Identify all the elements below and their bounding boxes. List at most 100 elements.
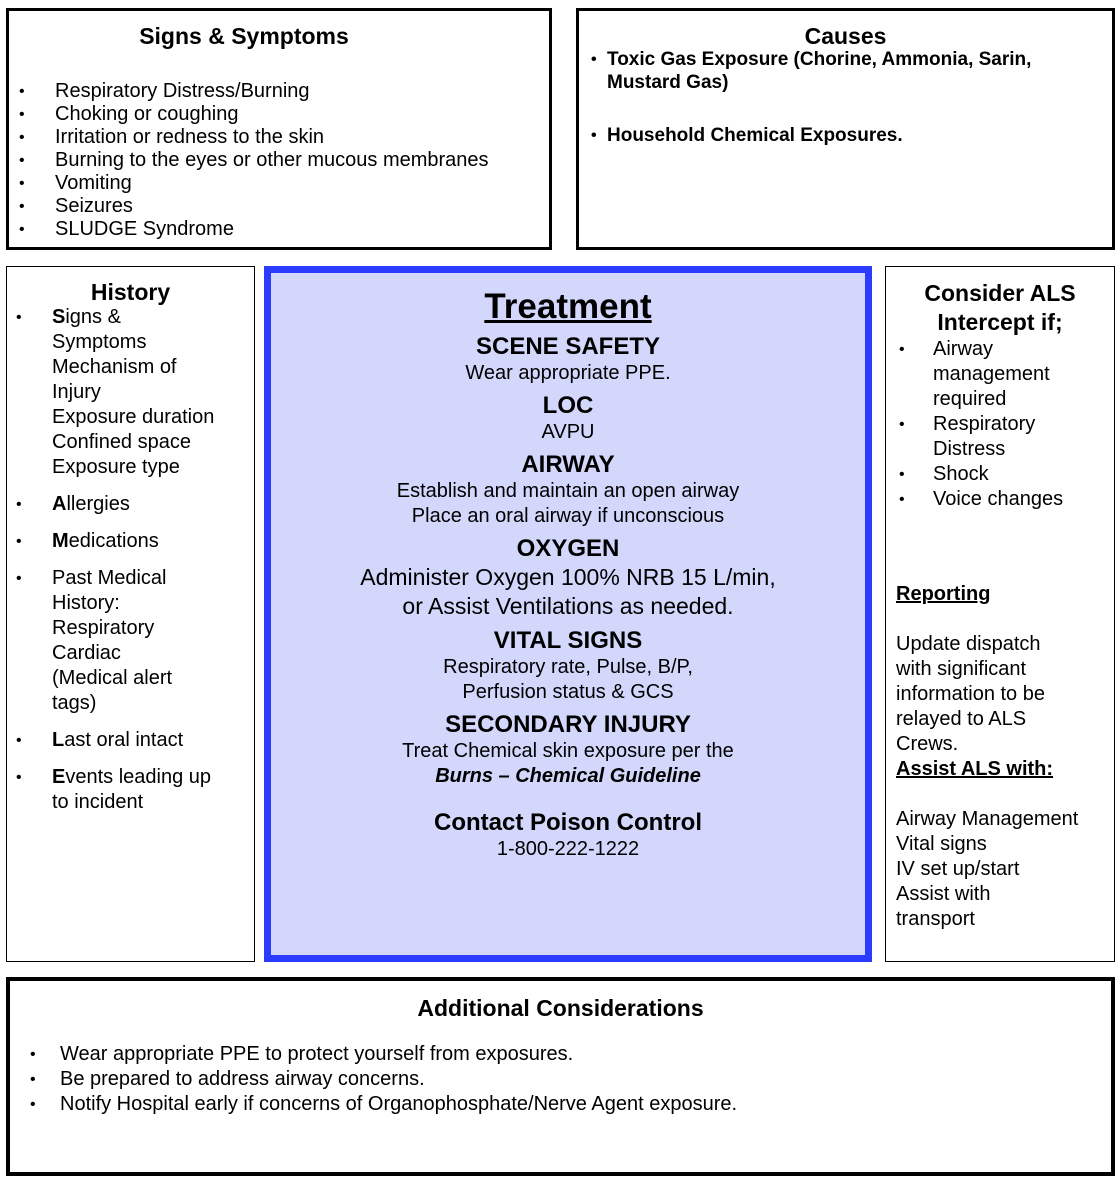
bullet-icon: • [16, 309, 22, 326]
section-heading: OXYGEN [516, 535, 620, 562]
bullet-icon: • [591, 51, 597, 68]
list-item-text: Vomiting [55, 172, 132, 194]
treatment-section: VITAL SIGNS Respiratory rate, Pulse, B/P,… [271, 627, 865, 705]
bullet-icon: • [16, 533, 22, 550]
list-item: • Vomiting [19, 172, 489, 195]
history-text: edications [68, 530, 159, 552]
history-item: • Medications [16, 529, 214, 554]
section-heading: SECONDARY INJURY [445, 711, 691, 738]
history-initial: S [52, 306, 66, 328]
additional-list: • Wear appropriate PPE to protect yoursel… [30, 1042, 738, 1117]
signs-list: • Respiratory Distress/Burning • Choking or… [19, 80, 489, 241]
list-item-text: Respiratory Distress/Burning [55, 80, 310, 102]
section-heading: VITAL SIGNS [493, 627, 643, 654]
section-text: Administer Oxygen 100% NRB 15 L/min, or … [360, 564, 776, 619]
list-item-text: Shock [933, 463, 989, 485]
list-item-text: Notify Hospital early if concerns of Org… [60, 1093, 738, 1115]
bullet-icon: • [30, 1096, 36, 1113]
causes-list: • Toxic Gas Exposure (Chorine, Ammonia, S… [591, 48, 1032, 177]
bullet-icon: • [899, 491, 905, 508]
list-item-text: Be prepared to address airway concerns. [60, 1068, 425, 1090]
bullet-icon: • [16, 732, 22, 749]
bullet-icon: • [19, 83, 25, 100]
assist-heading: Assist ALS with: [896, 758, 1054, 780]
reporting-heading: Reporting [896, 583, 991, 605]
history-initial: M [52, 530, 69, 552]
history-text: vents leading up to incident [52, 766, 212, 813]
list-item: • Airway management required [899, 337, 1114, 412]
additional-title: Additional Considerations [417, 995, 704, 1021]
treatment-section: OXYGEN Administer Oxygen 100% NRB 15 L/mi… [271, 535, 865, 621]
reporting-block: Reporting Update dispatch with significa… [896, 557, 1045, 782]
bullet-icon: • [19, 129, 25, 146]
bullet-icon: • [16, 570, 22, 587]
treatment-section: SCENE SAFETY Wear appropriate PPE. [271, 333, 865, 386]
list-item-text: Seizures [55, 195, 133, 217]
history-title: History [90, 279, 171, 305]
reporting-text: Update dispatch with significant informa… [896, 633, 1045, 755]
list-item: • Voice changes [899, 487, 1114, 512]
list-item: • Respiratory Distress/Burning [19, 80, 489, 103]
list-item: • Toxic Gas Exposure (Chorine, Ammonia, S… [591, 48, 1032, 94]
bullet-icon: • [899, 416, 905, 433]
history-list: • Signs & Symptoms Mechanism of Injury Ex… [16, 305, 215, 815]
signs-title: Signs & Symptoms [139, 23, 349, 49]
list-item: • Seizures [19, 195, 489, 218]
list-item-text: Choking or coughing [55, 103, 239, 125]
list-item: • Burning to the eyes or other mucous mem… [19, 149, 489, 172]
history-initial: L [52, 729, 65, 751]
list-item-text: Respiratory Distress [933, 413, 1036, 460]
list-item-text: Toxic Gas Exposure (Chorine, Ammonia, Sa… [607, 49, 1032, 93]
list-item-text: Irritation or redness to the skin [55, 126, 325, 148]
history-text: llergies [66, 493, 130, 515]
assist-text: Airway Management Vital signs IV set up/… [896, 808, 1079, 930]
history-item: • Events leading up to incident [16, 765, 214, 815]
causes-title: Causes [804, 23, 887, 49]
list-item-text: Voice changes [933, 488, 1064, 510]
bullet-icon: • [16, 769, 22, 786]
list-item-text: Burning to the eyes or other mucous memb… [55, 149, 489, 171]
list-item: • Notify Hospital early if concerns of O… [30, 1092, 738, 1117]
treatment-title: Treatment [484, 287, 652, 326]
treatment-section: LOC AVPU [271, 392, 865, 445]
section-text: Respiratory rate, Pulse, B/P, Perfusion … [443, 656, 693, 703]
section-heading: AIRWAY [521, 451, 615, 478]
section-text: Wear appropriate PPE. [465, 362, 671, 384]
history-box: History • Signs & Symptoms Mechanism of I… [6, 266, 255, 962]
list-item: • Irritation or redness to the skin [19, 126, 489, 149]
als-list: • Airway management required • Respiratory … [899, 337, 1114, 512]
list-item: • Choking or coughing [19, 103, 489, 126]
list-item: • Shock [899, 462, 1114, 487]
section-heading: Contact Poison Control [434, 809, 702, 836]
list-item-text: SLUDGE Syndrome [55, 218, 234, 240]
section-text: Establish and maintain an open airway Pl… [396, 480, 740, 527]
list-item: • SLUDGE Syndrome [19, 218, 489, 241]
list-item: • Wear appropriate PPE to protect yoursel… [30, 1042, 737, 1067]
section-heading: LOC [542, 392, 594, 419]
list-item: • Be prepared to address airway concerns. [30, 1067, 737, 1092]
section-text: Treat Chemical skin exposure per the [402, 740, 734, 762]
section-text: AVPU [541, 421, 595, 443]
history-text: Past Medical History: Respiratory Cardia… [52, 567, 173, 714]
bullet-icon: • [30, 1046, 36, 1063]
history-text: ast oral intact [64, 729, 184, 751]
history-item: • Allergies [16, 492, 214, 517]
treatment-section: AIRWAY Establish and maintain an open air… [271, 451, 865, 529]
bullet-icon: • [30, 1071, 36, 1088]
signs-symptoms-box: Signs & Symptoms • Respiratory Distress/B… [6, 8, 552, 250]
list-item: • Household Chemical Exposures. [591, 124, 1031, 147]
list-item-text: Household Chemical Exposures. [607, 125, 903, 146]
list-item-text: Wear appropriate PPE to protect yourself… [60, 1043, 574, 1065]
history-item: • Past Medical History: Respiratory Cardi… [16, 566, 214, 716]
history-text: igns & Symptoms Mechanism of Injury Expo… [52, 306, 215, 478]
bullet-icon: • [899, 341, 905, 358]
bullet-icon: • [591, 127, 597, 144]
bullet-icon: • [19, 106, 25, 123]
treatment-section: Contact Poison Control 1-800-222-1222 [271, 809, 865, 862]
history-initial: A [52, 493, 67, 515]
bullet-icon: • [16, 496, 22, 513]
treatment-section: SECONDARY INJURY Treat Chemical skin expo… [271, 711, 865, 789]
bullet-icon: • [19, 198, 25, 215]
bullet-icon: • [19, 152, 25, 169]
